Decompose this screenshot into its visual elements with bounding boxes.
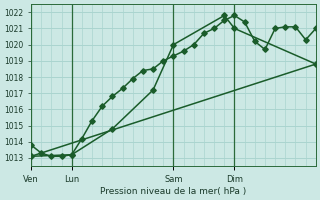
X-axis label: Pression niveau de la mer( hPa ): Pression niveau de la mer( hPa ): [100, 187, 247, 196]
